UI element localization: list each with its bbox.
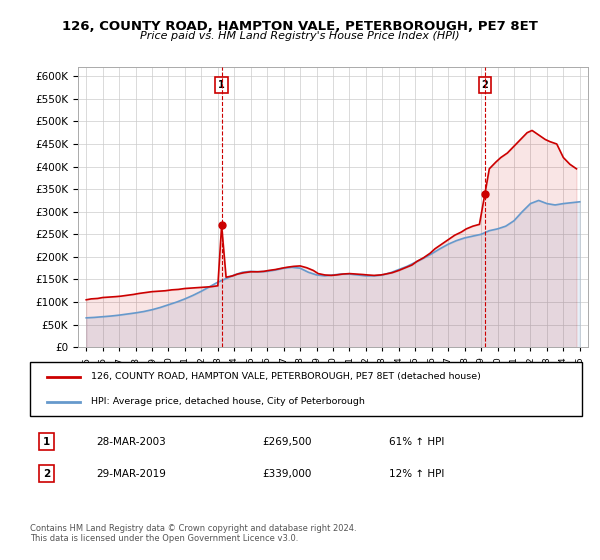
Text: HPI: Average price, detached house, City of Peterborough: HPI: Average price, detached house, City… — [91, 397, 365, 406]
Text: 126, COUNTY ROAD, HAMPTON VALE, PETERBOROUGH, PE7 8ET: 126, COUNTY ROAD, HAMPTON VALE, PETERBOR… — [62, 20, 538, 32]
Text: 1: 1 — [218, 80, 225, 90]
Text: Contains HM Land Registry data © Crown copyright and database right 2024.
This d: Contains HM Land Registry data © Crown c… — [30, 524, 356, 543]
Text: 28-MAR-2003: 28-MAR-2003 — [96, 436, 166, 446]
Text: 29-MAR-2019: 29-MAR-2019 — [96, 469, 166, 479]
FancyBboxPatch shape — [30, 362, 582, 416]
Text: 12% ↑ HPI: 12% ↑ HPI — [389, 469, 444, 479]
Text: £339,000: £339,000 — [262, 469, 311, 479]
Text: 126, COUNTY ROAD, HAMPTON VALE, PETERBOROUGH, PE7 8ET (detached house): 126, COUNTY ROAD, HAMPTON VALE, PETERBOR… — [91, 372, 481, 381]
Text: Price paid vs. HM Land Registry's House Price Index (HPI): Price paid vs. HM Land Registry's House … — [140, 31, 460, 41]
Text: 61% ↑ HPI: 61% ↑ HPI — [389, 436, 444, 446]
Text: 2: 2 — [481, 80, 488, 90]
Text: 2: 2 — [43, 469, 50, 479]
Text: £269,500: £269,500 — [262, 436, 311, 446]
Text: 1: 1 — [43, 436, 50, 446]
